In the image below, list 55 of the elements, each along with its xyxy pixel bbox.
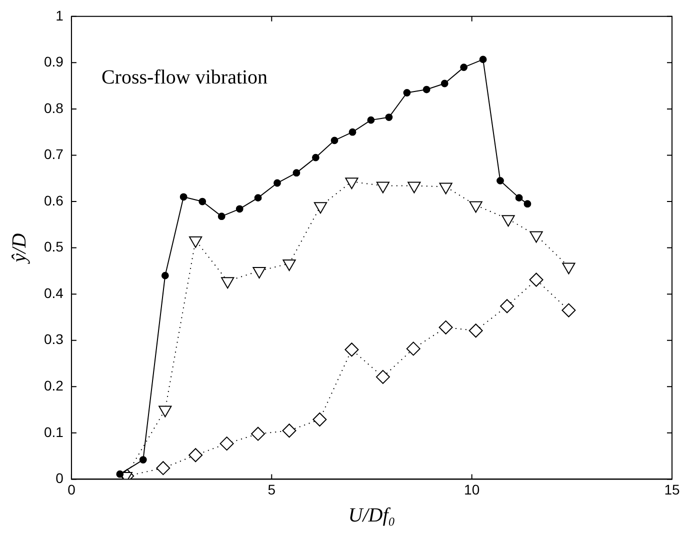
point [198,198,206,206]
point [251,426,266,441]
point [562,303,576,318]
point [385,114,393,121]
y-axis-title: ŷ/D [8,232,30,264]
y-tick-label: 0 [56,470,64,486]
point [529,272,544,287]
y-tick-label: 0.8 [44,100,64,116]
point [188,448,203,462]
y-tick-label: 0.7 [44,146,64,162]
point [312,412,327,426]
point [524,200,532,208]
point [139,456,147,464]
point [376,370,390,384]
point [220,436,234,451]
y-tick-label: 0.5 [44,238,64,255]
point [312,154,320,162]
point [254,194,262,202]
point [422,86,430,94]
x-tick-label: 10 [464,481,480,498]
point [274,179,281,187]
point [403,89,411,96]
point [496,176,504,184]
point [460,64,468,72]
x-tick-label: 5 [268,481,276,498]
point [515,194,523,202]
y-tick-label: 1 [56,7,64,24]
point [344,342,359,357]
point [367,116,375,124]
point [438,320,453,334]
point [236,205,244,213]
point [468,324,483,338]
annotation: Cross-flow vibration [101,66,268,89]
point [282,424,296,438]
point [161,272,169,280]
point [500,299,514,314]
point [180,193,188,201]
y-tick-label: 0.4 [44,284,64,301]
point [218,212,226,220]
point [406,342,420,356]
x-tick-label: 0 [68,481,76,498]
point [116,470,124,478]
y-tick-label: 0.1 [44,424,64,440]
point [156,461,170,476]
point [440,80,448,88]
point [292,169,300,177]
point [330,136,338,144]
point [348,128,356,136]
x-tick-label: 15 [664,481,680,498]
point [479,56,487,64]
y-tick-label: 0.3 [44,331,64,348]
y-tick-label: 0.6 [44,192,64,208]
y-tick-label: 0.2 [44,378,64,394]
y-tick-label: 0.9 [44,54,64,70]
x-axis-title: U/Df₀ [348,504,396,526]
